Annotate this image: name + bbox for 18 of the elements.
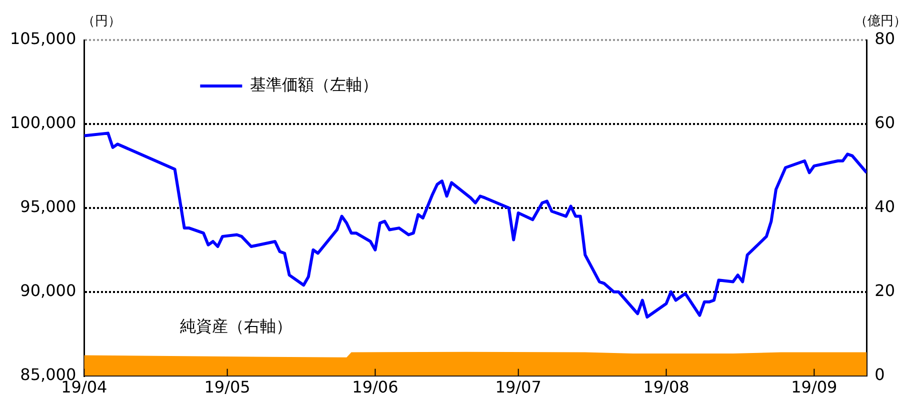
x-tick-label: 19/06 (352, 378, 398, 397)
y-axis-title: （円） (82, 14, 122, 29)
x-tick-label: 19/07 (495, 378, 542, 397)
y2-tick-label: 80 (874, 29, 895, 48)
y2-tick-label: 40 (874, 197, 895, 216)
y-tick-label: 100,000 (10, 113, 76, 132)
y2-tick-label: 0 (874, 364, 885, 384)
y-tick-label: 95,000 (20, 197, 76, 216)
x-tick-label: 19/05 (204, 378, 250, 397)
y-tick-label: 90,000 (20, 281, 76, 300)
series-label: 純資産（右軸） (180, 316, 292, 336)
legend-label: 基準価額（左軸） (250, 75, 378, 94)
y2-tick-label: 60 (874, 113, 895, 132)
y2-tick-label: 20 (874, 281, 895, 300)
x-tick-label: 19/08 (643, 378, 690, 397)
y2-axis-title: （億円） (854, 14, 907, 29)
y-tick-label: 105,000 (10, 29, 76, 48)
x-tick-label: 19/09 (791, 378, 838, 397)
